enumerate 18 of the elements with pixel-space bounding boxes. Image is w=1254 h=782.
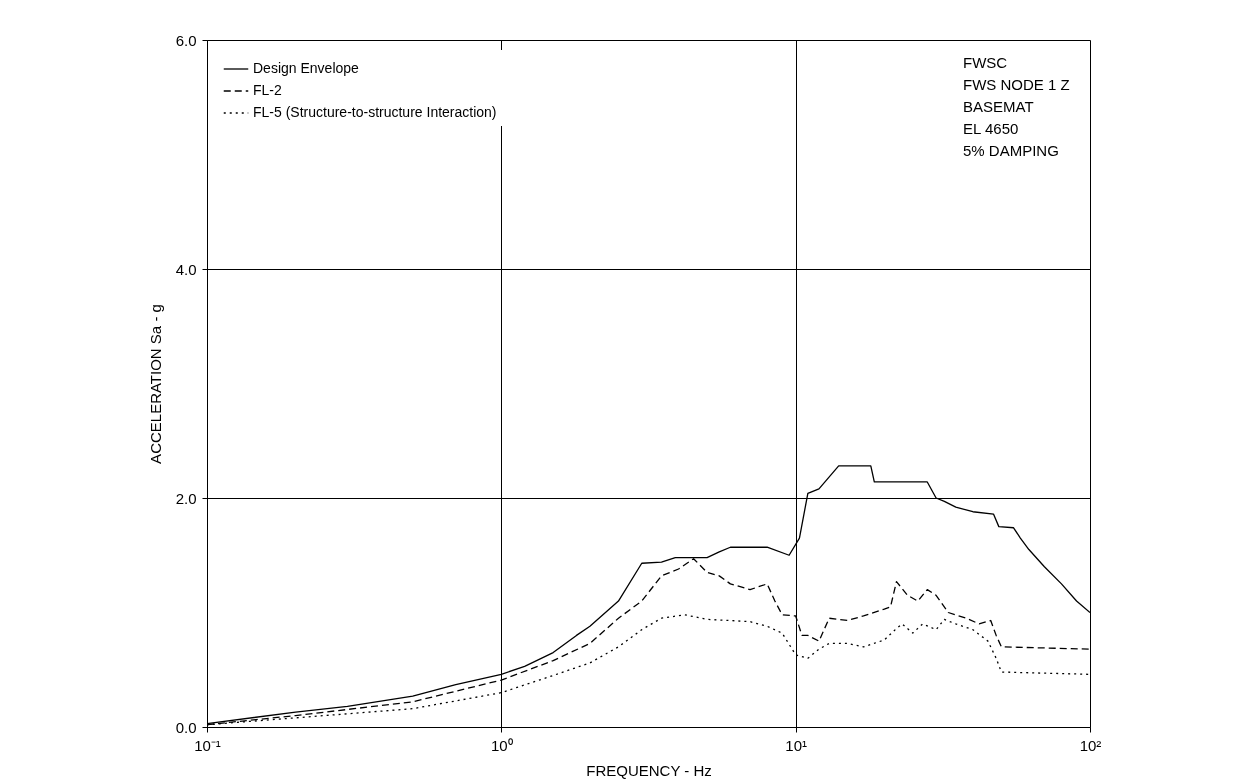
y-tick-label: 2.0 — [175, 489, 197, 507]
y-axis-title: ACCELERATION Sa - g — [146, 304, 164, 464]
annotation: EL 4650 — [963, 120, 1019, 137]
x-tick-label: 10¹ — [785, 736, 808, 754]
y-tick-label: 0.0 — [175, 718, 197, 736]
y-tick-label: 6.0 — [175, 31, 197, 49]
x-tick-label: 10⁻¹ — [194, 736, 221, 754]
annotation: 5% DAMPING — [963, 142, 1059, 159]
legend-label: FL-5 (Structure-to-structure Interaction) — [253, 104, 497, 120]
x-tick-label: 10⁰ — [490, 736, 513, 754]
x-tick-label: 10² — [1079, 736, 1102, 754]
y-tick-label: 4.0 — [175, 260, 197, 278]
annotation: BASEMAT — [963, 98, 1034, 115]
x-axis-title: FREQUENCY - Hz — [586, 761, 712, 779]
annotation: FWS NODE 1 Z — [963, 76, 1070, 93]
legend-label: FL-2 — [253, 82, 282, 98]
annotation: FWSC — [963, 54, 1008, 71]
legend-label: Design Envelope — [253, 60, 360, 76]
